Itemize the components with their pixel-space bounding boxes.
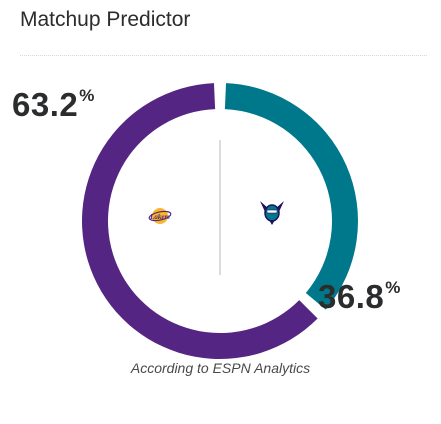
away-pct-symbol: % <box>385 278 401 297</box>
home-pct-value: 63.2 <box>12 86 79 123</box>
title-divider <box>20 55 427 56</box>
analytics-source-note: According to ESPN Analytics <box>130 360 311 376</box>
away-pct-value: 36.8 <box>318 278 385 315</box>
home-probability-arc <box>82 83 318 359</box>
lakers-logo-icon: Lakers <box>148 208 172 224</box>
lakers-logo-text: Lakers <box>149 213 170 221</box>
away-probability-arc <box>224 83 359 310</box>
home-pct-symbol: % <box>79 86 95 105</box>
home-win-probability: 63.2% <box>12 86 95 124</box>
hornets-logo-icon <box>260 201 284 225</box>
away-win-probability: 36.8% <box>318 278 401 316</box>
page-title: Matchup Predictor <box>20 8 191 31</box>
